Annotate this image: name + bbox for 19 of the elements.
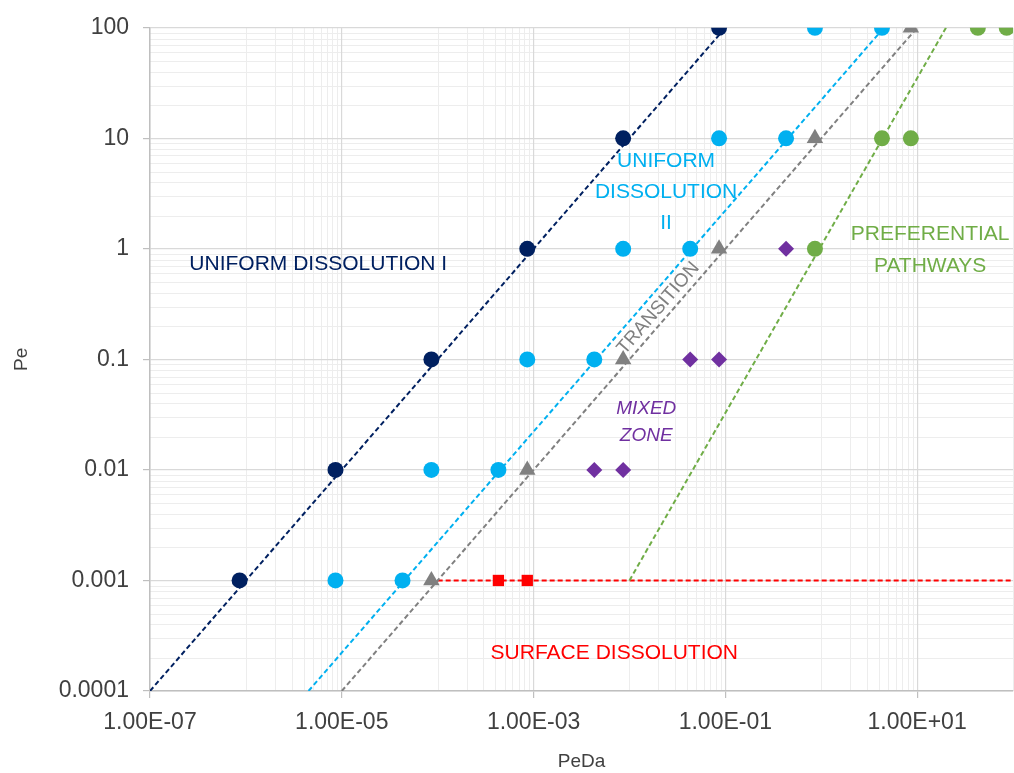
series-label: MIXED ZONE <box>616 397 677 446</box>
y-tick-label: 1 <box>116 234 129 261</box>
text: UNIFORM DISSOLUTION I <box>189 251 448 275</box>
y-tick-label: 0.1 <box>97 344 129 371</box>
series-label: UNIFORM DISSOLUTION II <box>594 148 738 234</box>
y-tick-label: 0.001 <box>71 565 129 592</box>
y-tick-label: 0.0001 <box>58 676 129 703</box>
x-tick-label: 1.00E-03 <box>486 708 581 735</box>
y-tick-label: 0.01 <box>84 455 129 482</box>
x-tick-label: 1.00E-01 <box>678 708 773 735</box>
x-tick-label: 1.00E-07 <box>103 708 197 735</box>
series-label: PREFERENTIAL PATHWAYS <box>850 220 1010 276</box>
text: SURFACE DISSOLUTION <box>490 639 738 663</box>
x-tick-label: 1.00E+01 <box>867 708 967 735</box>
x-axis-title: PeDa <box>557 749 606 771</box>
x-tick-label: 1.00E-05 <box>295 708 389 735</box>
y-tick-label: 100 <box>90 13 129 40</box>
y-tick-label: 10 <box>103 123 129 150</box>
y-axis-title: Pe <box>9 347 31 372</box>
